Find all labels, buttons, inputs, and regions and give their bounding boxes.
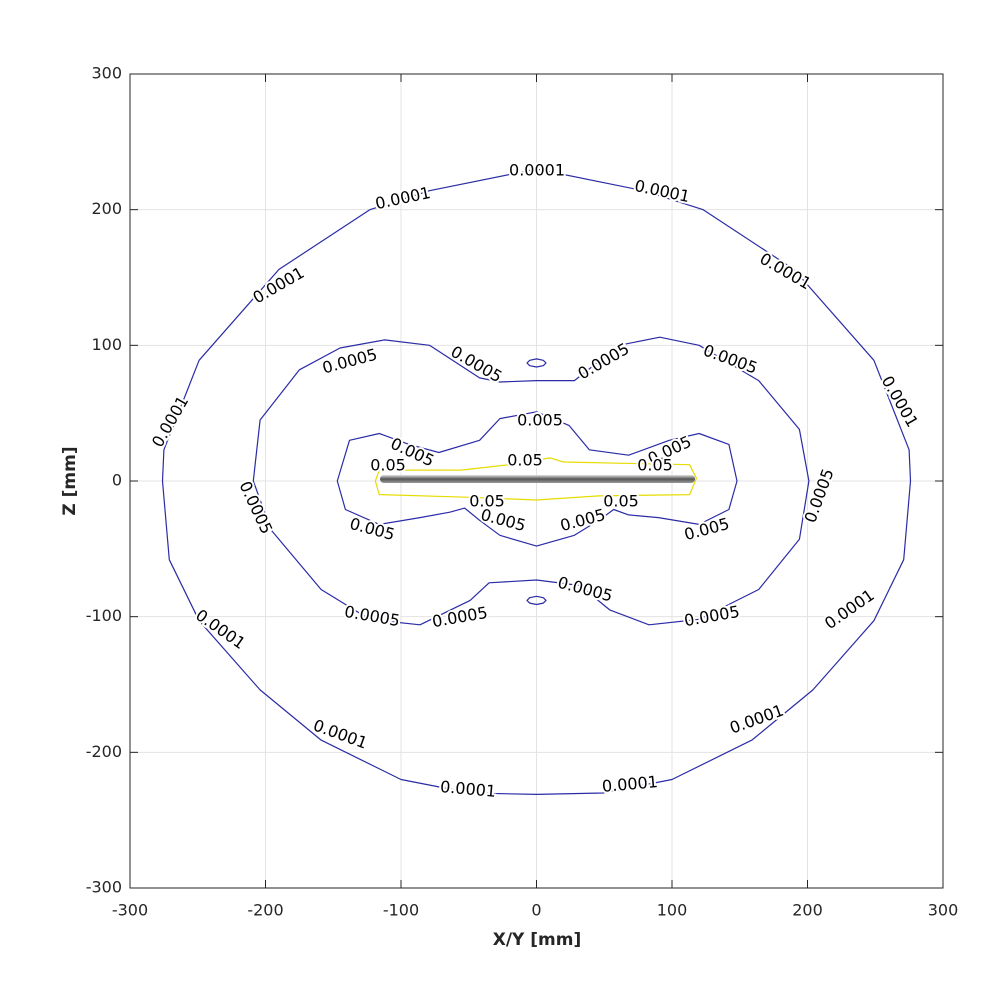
contour-line bbox=[252, 336, 810, 626]
y-axis-label: Z [mm] bbox=[60, 446, 80, 515]
y-tick-label: 200 bbox=[91, 199, 122, 218]
contour-line bbox=[336, 411, 738, 547]
x-tick-label: 300 bbox=[928, 901, 959, 920]
y-tick-label: 100 bbox=[91, 335, 122, 354]
contour-label: 0.05 bbox=[637, 456, 673, 475]
contour-line bbox=[374, 457, 697, 501]
contour-label: 0.05 bbox=[469, 492, 505, 511]
contour-label: 0.0001 bbox=[509, 161, 565, 180]
x-tick-label: 100 bbox=[657, 901, 688, 920]
y-tick-label: 300 bbox=[91, 64, 122, 83]
contour-label: 0.05 bbox=[507, 451, 543, 470]
contour-label: 0.005 bbox=[517, 411, 563, 430]
x-tick-label: -100 bbox=[383, 901, 419, 920]
contour-line bbox=[161, 168, 912, 795]
y-tick-label: -200 bbox=[86, 742, 122, 761]
contour-label: 0.05 bbox=[603, 492, 639, 511]
x-axis-label: X/Y [mm] bbox=[493, 930, 582, 950]
y-tick-label: -300 bbox=[86, 878, 122, 897]
axes-box bbox=[129, 73, 944, 889]
rod bbox=[380, 475, 695, 483]
x-tick-label: -300 bbox=[112, 901, 148, 920]
x-tick-label: 0 bbox=[531, 901, 541, 920]
x-tick-label: 200 bbox=[792, 901, 823, 920]
x-tick-label: -200 bbox=[247, 901, 283, 920]
contour-label: 0.05 bbox=[370, 456, 406, 475]
y-tick-label: -100 bbox=[86, 606, 122, 625]
y-tick-label: 0 bbox=[112, 471, 122, 490]
